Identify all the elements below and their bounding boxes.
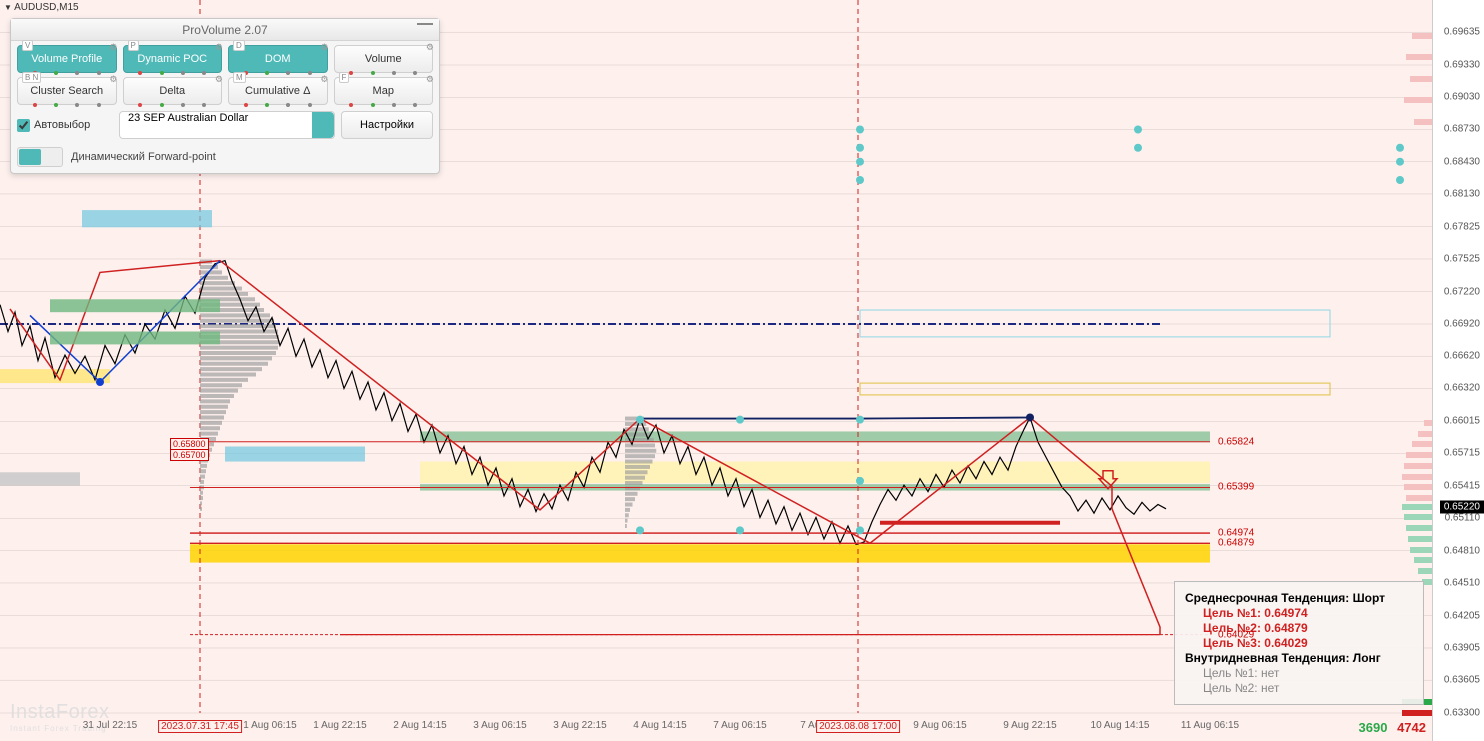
tendency-intra: Внутридневная Тенденция: Лонг xyxy=(1185,651,1413,665)
auto-select-label: Автовыбор xyxy=(34,119,90,131)
xtick: 3 Aug 06:15 xyxy=(473,720,526,731)
ytick: 0.63605 xyxy=(1444,675,1480,686)
ytick: 0.67220 xyxy=(1444,286,1480,297)
xtick: 4 Aug 14:15 xyxy=(633,720,686,731)
auto-select-input[interactable] xyxy=(17,119,30,132)
xtick: 11 Aug 06:15 xyxy=(1181,720,1239,731)
panel-button[interactable]: M⚙Cumulative Δ xyxy=(228,77,328,105)
panel-row-2: B N⚙Cluster Search⚙DeltaM⚙Cumulative ΔF⚙… xyxy=(11,73,439,105)
panel-row-3: Автовыбор 23 SEP Australian Dollar Настр… xyxy=(11,105,439,145)
ytick: 0.68430 xyxy=(1444,156,1480,167)
panel-button[interactable]: D⚙DOM xyxy=(228,45,328,73)
level-label-box: 0.65700 xyxy=(170,449,209,461)
xtick-box: 2023.07.31 17:45 xyxy=(158,720,242,733)
ytick: 0.66620 xyxy=(1444,351,1480,362)
forward-point-label: Динамический Forward-point xyxy=(71,151,216,163)
stats: 3690 4742 xyxy=(1359,720,1426,735)
ytick: 0.65110 xyxy=(1445,513,1480,524)
ytick: 0.66920 xyxy=(1444,318,1480,329)
current-price: 0.65220 xyxy=(1440,500,1484,513)
level-label: 0.65399 xyxy=(1218,482,1254,493)
xtick: 1 Aug 06:15 xyxy=(243,720,296,731)
level-label: 0.65824 xyxy=(1218,436,1254,447)
ytick: 0.66320 xyxy=(1444,383,1480,394)
panel-button[interactable]: B N⚙Cluster Search xyxy=(17,77,117,105)
tendency-intra-1: Цель №1: нет xyxy=(1185,666,1413,680)
ytick: 0.65415 xyxy=(1444,480,1480,491)
contract-value: 23 SEP Australian Dollar xyxy=(128,112,248,124)
ytick: 0.69635 xyxy=(1444,27,1480,38)
ytick: 0.64510 xyxy=(1444,577,1480,588)
xtick: 31 Jul 22:15 xyxy=(83,720,138,731)
tendency-main: Среднесрочная Тенденция: Шорт xyxy=(1185,591,1413,605)
ytick: 0.64205 xyxy=(1444,610,1480,621)
symbol-label: AUDUSD,M15 xyxy=(4,2,79,13)
ytick: 0.68730 xyxy=(1444,124,1480,135)
tendency-intra-2: Цель №2: нет xyxy=(1185,681,1413,695)
ytick: 0.63300 xyxy=(1444,708,1480,719)
panel-title: ProVolume 2.07 xyxy=(182,23,267,37)
ytick: 0.65715 xyxy=(1444,448,1480,459)
xtick: 9 Aug 22:15 xyxy=(1003,720,1056,731)
ytick: 0.63905 xyxy=(1444,642,1480,653)
ytick: 0.66015 xyxy=(1444,416,1480,427)
price-axis: 0.69635 0.69330 0.69030 0.68730 0.68430 0.681… xyxy=(1432,0,1484,741)
ytick: 0.67825 xyxy=(1444,221,1480,232)
panel-row-1: V⚙Volume ProfileP⚙Dynamic POCD⚙DOM⚙Volum… xyxy=(11,41,439,73)
xtick: 1 Aug 22:15 xyxy=(313,720,366,731)
ytick: 0.69330 xyxy=(1444,60,1480,71)
settings-button[interactable]: Настройки xyxy=(341,111,433,139)
xtick: 3 Aug 22:15 xyxy=(553,720,606,731)
ytick: 0.69030 xyxy=(1444,92,1480,103)
tendency-box: Среднесрочная Тенденция: Шорт Цель №1: 0… xyxy=(1174,581,1424,705)
xtick: 10 Aug 14:15 xyxy=(1091,720,1150,731)
settings-label: Настройки xyxy=(360,119,414,131)
panel-button[interactable]: ⚙Volume xyxy=(334,45,434,73)
forward-point-toggle[interactable] xyxy=(17,147,63,167)
stats-green: 3690 xyxy=(1359,720,1388,735)
xtick: 7 Aug 06:15 xyxy=(713,720,766,731)
panel-button[interactable]: P⚙Dynamic POC xyxy=(123,45,223,73)
ytick: 0.67525 xyxy=(1444,253,1480,264)
contract-select[interactable]: 23 SEP Australian Dollar xyxy=(119,111,335,139)
level-label: 0.64029 xyxy=(1218,629,1254,640)
forward-point-row: Динамический Forward-point xyxy=(11,145,439,167)
xtick: 2 Aug 14:15 xyxy=(393,720,446,731)
auto-select-checkbox[interactable]: Автовыбор xyxy=(17,119,113,132)
ytick: 0.64810 xyxy=(1444,545,1480,556)
xtick: 9 Aug 06:15 xyxy=(913,720,966,731)
stats-red: 4742 xyxy=(1397,720,1426,735)
minimize-icon[interactable] xyxy=(417,23,433,25)
panel-button[interactable]: V⚙Volume Profile xyxy=(17,45,117,73)
tendency-target-1: Цель №1: 0.64974 xyxy=(1185,606,1413,620)
ytick: 0.68130 xyxy=(1444,188,1480,199)
panel-titlebar[interactable]: ProVolume 2.07 xyxy=(11,19,439,41)
panel-button[interactable]: ⚙Delta xyxy=(123,77,223,105)
level-label: 0.64879 xyxy=(1218,538,1254,549)
panel-button[interactable]: F⚙Map xyxy=(334,77,434,105)
provolume-panel: ProVolume 2.07 V⚙Volume ProfileP⚙Dynamic… xyxy=(10,18,440,174)
xtick-box: 2023.08.08 17:00 xyxy=(816,720,900,733)
